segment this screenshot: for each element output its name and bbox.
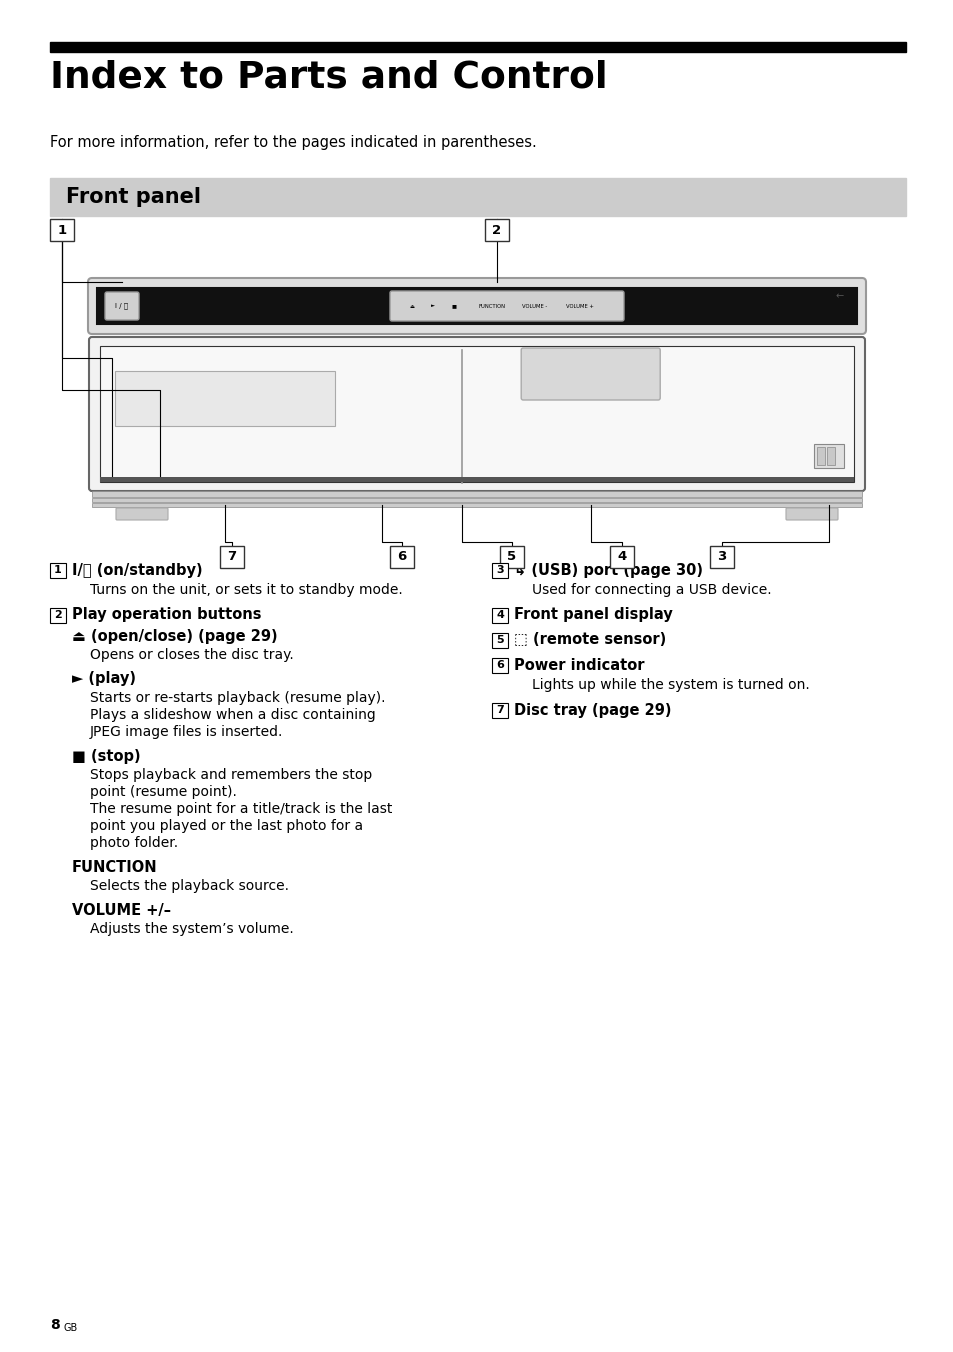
FancyBboxPatch shape (390, 291, 623, 320)
FancyBboxPatch shape (116, 508, 168, 521)
Text: 4: 4 (617, 550, 626, 564)
Text: 7: 7 (227, 550, 236, 564)
Text: ←: ← (835, 291, 843, 301)
Text: Play operation buttons: Play operation buttons (71, 607, 261, 622)
Text: point (resume point).: point (resume point). (90, 786, 236, 799)
Text: point you played or the last photo for a: point you played or the last photo for a (90, 819, 363, 833)
Text: Power indicator: Power indicator (514, 657, 644, 672)
Text: Used for connecting a USB device.: Used for connecting a USB device. (532, 583, 771, 598)
Text: 2: 2 (54, 610, 62, 621)
Bar (492, 607, 507, 622)
Text: VOLUME +/–: VOLUME +/– (71, 903, 171, 918)
Text: photo folder.: photo folder. (90, 836, 178, 850)
Text: ■ (stop): ■ (stop) (71, 749, 140, 764)
Text: ► (play): ► (play) (71, 672, 136, 687)
Bar (50, 562, 66, 577)
Text: ↳ (USB) port (page 30): ↳ (USB) port (page 30) (514, 562, 702, 577)
Bar (826, 448, 834, 465)
Text: FUNCTION: FUNCTION (71, 860, 157, 875)
Text: Index to Parts and Control: Index to Parts and Control (50, 59, 607, 95)
FancyBboxPatch shape (88, 279, 865, 334)
Bar (50, 219, 74, 241)
Text: 5: 5 (507, 550, 516, 564)
Text: Turns on the unit, or sets it to standby mode.: Turns on the unit, or sets it to standby… (90, 583, 402, 598)
Bar (813, 443, 843, 468)
FancyBboxPatch shape (520, 347, 659, 400)
Bar (709, 546, 733, 568)
Text: ⏏: ⏏ (409, 303, 414, 308)
Bar (91, 491, 862, 498)
Text: VOLUME +: VOLUME + (565, 303, 594, 308)
Bar (492, 703, 507, 718)
Bar (816, 448, 824, 465)
Text: I/⏽ (on/standby): I/⏽ (on/standby) (71, 562, 202, 577)
Bar (50, 178, 905, 216)
Text: Selects the playback source.: Selects the playback source. (90, 879, 289, 894)
Text: Starts or re-starts playback (resume play).: Starts or re-starts playback (resume pla… (90, 691, 385, 704)
Bar (50, 42, 905, 51)
Text: I / ⏽: I / ⏽ (115, 303, 129, 310)
Text: 7: 7 (496, 704, 503, 715)
Text: The resume point for a title/track is the last: The resume point for a title/track is th… (90, 802, 392, 817)
Bar (97, 288, 856, 324)
Text: For more information, refer to the pages indicated in parentheses.: For more information, refer to the pages… (50, 135, 537, 150)
Text: 1: 1 (57, 223, 67, 237)
Text: ►: ► (431, 303, 435, 308)
Bar (609, 546, 634, 568)
Text: 3: 3 (717, 550, 726, 564)
Text: 1: 1 (54, 565, 62, 575)
Text: Front panel: Front panel (66, 187, 201, 207)
Bar (91, 503, 862, 507)
Bar (91, 498, 862, 502)
Bar (492, 562, 507, 577)
FancyBboxPatch shape (785, 508, 837, 521)
Text: ⏏ (open/close) (page 29): ⏏ (open/close) (page 29) (71, 629, 277, 644)
Bar (390, 546, 414, 568)
Text: ⬚ (remote sensor): ⬚ (remote sensor) (514, 633, 665, 648)
Text: JPEG image files is inserted.: JPEG image files is inserted. (90, 725, 283, 740)
Bar (484, 219, 509, 241)
Text: 6: 6 (397, 550, 406, 564)
Text: ■: ■ (451, 303, 456, 308)
Text: 8: 8 (50, 1318, 60, 1332)
FancyBboxPatch shape (105, 292, 139, 320)
Text: Plays a slideshow when a disc containing: Plays a slideshow when a disc containing (90, 708, 375, 722)
Bar (50, 607, 66, 622)
Text: Opens or closes the disc tray.: Opens or closes the disc tray. (90, 648, 294, 662)
Bar (100, 477, 853, 483)
Text: FUNCTION: FUNCTION (478, 303, 505, 308)
Text: 6: 6 (496, 660, 503, 671)
Text: VOLUME -: VOLUME - (522, 303, 547, 308)
Text: 5: 5 (496, 635, 503, 645)
Text: Stops playback and remembers the stop: Stops playback and remembers the stop (90, 768, 372, 781)
Text: 3: 3 (496, 565, 503, 575)
Text: Front panel display: Front panel display (514, 607, 672, 622)
Bar (499, 546, 523, 568)
Text: Adjusts the system’s volume.: Adjusts the system’s volume. (90, 922, 294, 936)
Text: Disc tray (page 29): Disc tray (page 29) (514, 703, 671, 718)
Bar (492, 657, 507, 672)
Bar (115, 370, 335, 426)
Text: GB: GB (64, 1324, 78, 1333)
FancyBboxPatch shape (89, 337, 864, 491)
Text: 4: 4 (496, 610, 503, 621)
Text: Lights up while the system is turned on.: Lights up while the system is turned on. (532, 677, 809, 692)
Text: 2: 2 (492, 223, 501, 237)
Bar (100, 346, 853, 483)
Bar (220, 546, 244, 568)
Bar (492, 633, 507, 648)
